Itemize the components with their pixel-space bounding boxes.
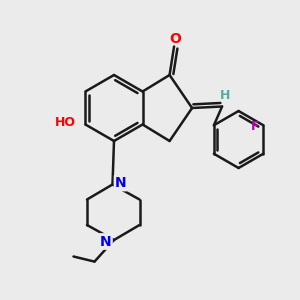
Text: O: O: [169, 32, 181, 46]
Text: HO: HO: [55, 116, 76, 130]
Text: N: N: [115, 176, 127, 190]
Text: N: N: [100, 235, 111, 248]
Text: H: H: [220, 88, 230, 102]
Text: F: F: [250, 120, 259, 133]
